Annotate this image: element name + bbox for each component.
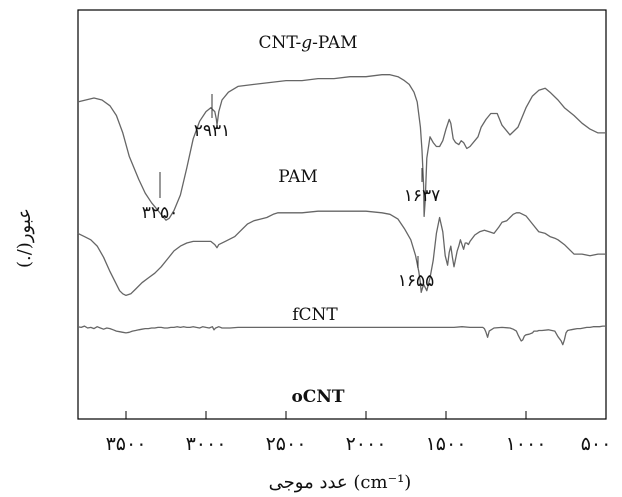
- series-label-cnt-g-pam: CNT-g-PAM: [259, 33, 358, 53]
- series-label-pam: PAM: [278, 167, 318, 187]
- peak-3250: ۳۲۵۰: [142, 172, 179, 223]
- peak-1655: ۱۶۵۵: [398, 256, 435, 291]
- y-axis-title: عبور(/.): [14, 208, 35, 268]
- x-tick-label: ۲۵۰۰: [266, 433, 307, 455]
- x-axis-title: (cm⁻¹) عدد موجی: [269, 472, 412, 493]
- peak-1637-label: ۱۶۳۷: [404, 186, 441, 206]
- series-label-fcnt: fCNT: [292, 305, 338, 325]
- plot-frame: [77, 9, 607, 420]
- x-tick-label: ۱۵۰۰: [426, 433, 467, 455]
- series-line-cnt-g-pam: [77, 74, 606, 221]
- peak-1637: ۱۶۳۷: [404, 168, 441, 206]
- x-tick-label: ۲۰۰۰: [346, 433, 387, 455]
- series-label-ocnt: oCNT: [291, 387, 344, 407]
- series-line-pam: [77, 210, 606, 297]
- peak-3250-label: ۳۲۵۰: [142, 203, 179, 223]
- series-label-g-part: g: [301, 33, 312, 53]
- x-ticks: ۳۵۰۰ ۳۰۰۰ ۲۵۰۰ ۲۰۰۰ ۱۵۰۰ ۱۰۰۰ ۵۰۰: [106, 411, 612, 455]
- x-tick-label: ۵۰۰: [581, 433, 612, 455]
- x-tick-label: ۳۵۰۰: [106, 433, 147, 455]
- series-line-fcnt: [77, 325, 606, 346]
- peak-2931-label: ۲۹۳۱: [194, 121, 231, 141]
- series-layer: [77, 74, 606, 346]
- x-tick-label: ۱۰۰۰: [506, 433, 547, 455]
- peak-1655-label: ۱۶۵۵: [398, 271, 435, 291]
- x-tick-label: ۳۰۰۰: [186, 433, 227, 455]
- peak-2931: ۲۹۳۱: [194, 94, 231, 141]
